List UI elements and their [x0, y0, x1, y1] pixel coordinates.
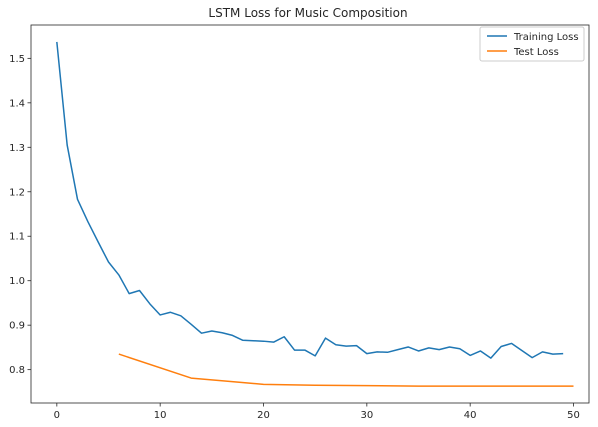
x-tick-label: 50 — [567, 410, 580, 421]
y-tick-label: 1.5 — [9, 54, 25, 65]
y-tick-label: 0.8 — [9, 365, 25, 376]
y-tick-label: 1.3 — [9, 143, 25, 154]
series-line-test-loss — [118, 353, 574, 387]
x-tick-label: 10 — [154, 410, 167, 421]
series-line-training-loss — [56, 41, 564, 359]
x-tick-label: 20 — [257, 410, 270, 421]
x-tick-label: 30 — [360, 410, 373, 421]
legend-label-test: Test Loss — [513, 47, 559, 58]
legend: Training Loss Test Loss — [479, 26, 585, 62]
legend-label-training: Training Loss — [513, 32, 579, 43]
y-tick-label: 1.1 — [9, 232, 25, 243]
x-tick-label: 0 — [54, 410, 60, 421]
chart-title: LSTM Loss for Music Composition — [208, 6, 407, 20]
y-tick-label: 0.9 — [9, 321, 25, 332]
y-tick-label: 1.4 — [9, 98, 25, 109]
y-tick-label: 1.2 — [9, 187, 25, 198]
x-tick-label: 40 — [464, 410, 477, 421]
plot-frame — [30, 24, 590, 404]
y-tick-label: 1.0 — [9, 276, 25, 287]
